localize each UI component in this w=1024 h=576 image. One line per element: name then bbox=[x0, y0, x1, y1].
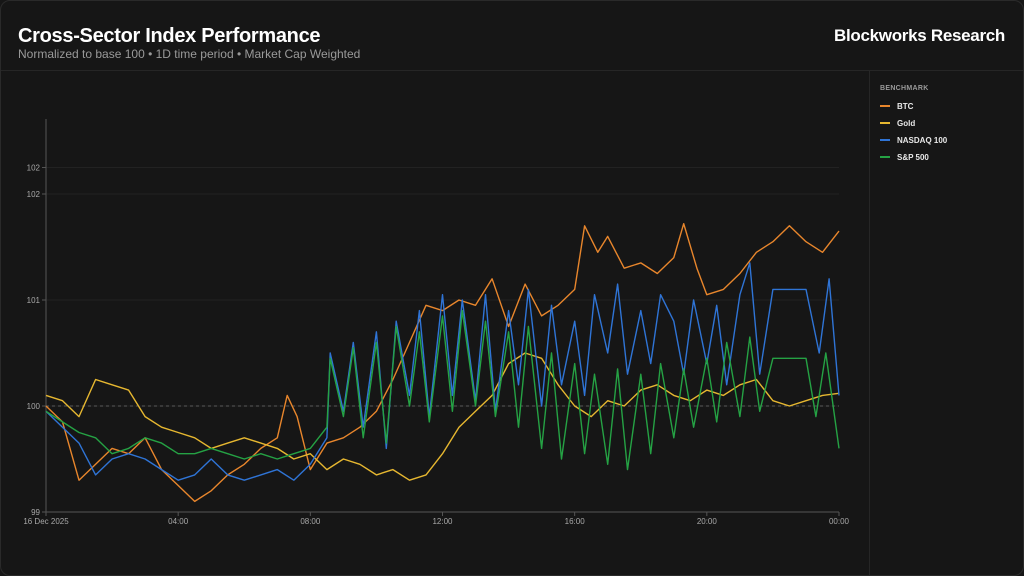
legend-swatch bbox=[880, 139, 890, 141]
x-tick-label: 04:00 bbox=[168, 517, 189, 526]
legend-item[interactable]: NASDAQ 100 bbox=[880, 134, 947, 146]
chart-subtitle: Normalized to base 100 • 1D time period … bbox=[18, 47, 361, 61]
legend-label: NASDAQ 100 bbox=[897, 135, 948, 145]
brand-logo-text: Blockworks Research bbox=[834, 26, 1005, 45]
x-tick-label: 00:00 bbox=[829, 517, 850, 526]
x-tick-label: 12:00 bbox=[432, 517, 453, 526]
x-tick-label: 16 Dec 2025 bbox=[23, 517, 69, 526]
chart-header: Cross-Sector Index Performance Normalize… bbox=[1, 1, 1023, 71]
series-line-btc bbox=[45, 223, 840, 503]
legend-label: S&P 500 bbox=[897, 152, 929, 162]
y-tick-label: 99 bbox=[31, 508, 40, 517]
legend-panel: BENCHMARK BTC Gold NASDAQ 100 S&P 500 bbox=[869, 71, 1023, 575]
series-line-nasdaq-100 bbox=[45, 262, 840, 481]
x-tick-label: 08:00 bbox=[300, 517, 321, 526]
x-tick-label: 20:00 bbox=[697, 517, 718, 526]
legend-label: BTC bbox=[897, 101, 914, 111]
legend-label: Gold bbox=[897, 118, 916, 128]
y-tick-label: 100 bbox=[27, 402, 41, 411]
legend-item[interactable]: Gold bbox=[880, 117, 915, 129]
legend-title: BENCHMARK bbox=[880, 85, 929, 92]
legend-item[interactable]: BTC bbox=[880, 100, 913, 112]
y-tick-label: 102 bbox=[27, 164, 41, 173]
legend-swatch bbox=[880, 105, 890, 107]
series-line-gold bbox=[45, 352, 840, 481]
legend-swatch bbox=[880, 122, 890, 124]
legend-swatch bbox=[880, 156, 890, 158]
series-line-s-p-500 bbox=[45, 309, 840, 471]
line-chart: 99 100 101 102 102 16 Dec 2025 04:00 08:00 12:00… bbox=[23, 119, 850, 526]
chart-title: Cross-Sector Index Performance bbox=[18, 25, 321, 47]
y-tick-label: 102 bbox=[27, 190, 41, 199]
y-tick-label: 101 bbox=[27, 296, 41, 305]
legend-item[interactable]: S&P 500 bbox=[880, 151, 929, 163]
x-tick-label: 16:00 bbox=[565, 517, 586, 526]
